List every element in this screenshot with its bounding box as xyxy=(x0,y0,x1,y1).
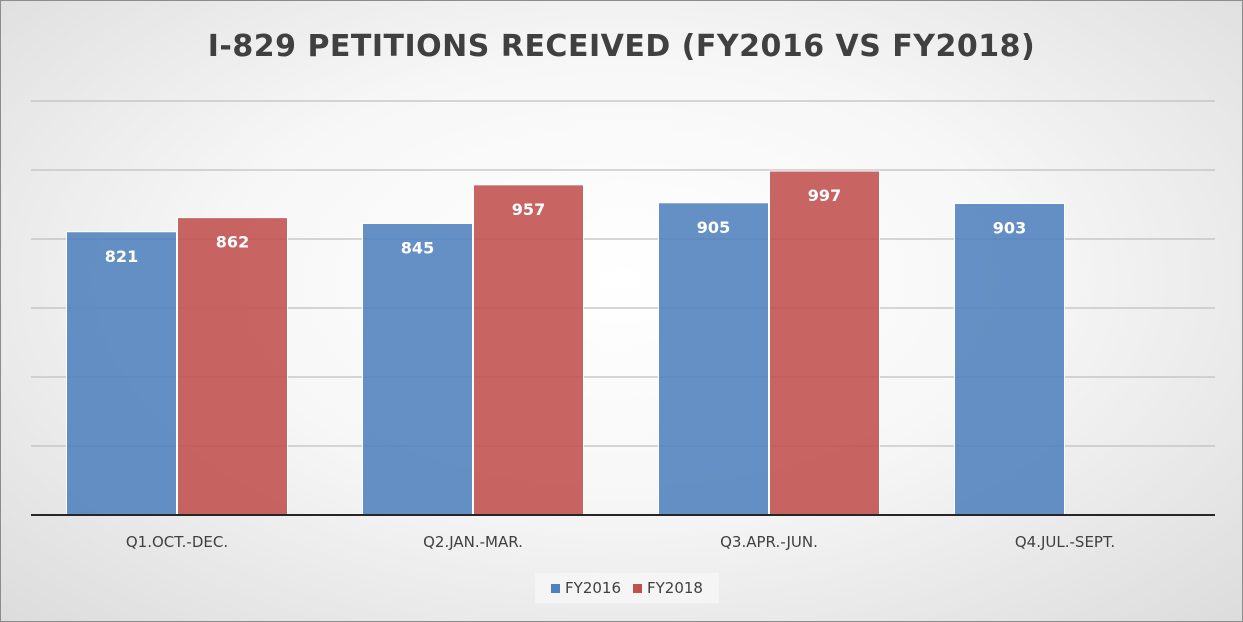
legend-label-fy2018: FY2018 xyxy=(647,579,703,597)
bar-fy2018-3 xyxy=(769,170,880,516)
bar-fy2016-1 xyxy=(66,231,177,516)
x-tick-label: Q4.JUL.-SEPT. xyxy=(1015,533,1115,551)
bar-fy2018-1 xyxy=(177,217,288,516)
data-label: 903 xyxy=(993,218,1026,237)
data-label: 957 xyxy=(512,200,545,219)
legend-item-fy2016: FY2016 xyxy=(551,579,621,597)
chart-title: I-829 PETITIONS RECEIVED (FY2016 VS FY20… xyxy=(207,29,1036,64)
bar-fy2016-4 xyxy=(954,202,1065,516)
data-label: 997 xyxy=(808,186,841,205)
bar-fy2018-2 xyxy=(473,184,584,516)
legend: FY2016 FY2018 xyxy=(535,573,719,603)
data-label: 845 xyxy=(401,238,434,257)
legend-swatch-fy2018 xyxy=(633,583,642,593)
x-tick-label: Q3.APR.-JUN. xyxy=(720,533,818,551)
legend-item-fy2018: FY2018 xyxy=(633,579,703,597)
bar-fy2016-3 xyxy=(658,202,769,516)
x-tick-label: Q2.JAN.-MAR. xyxy=(423,533,523,551)
data-label: 905 xyxy=(697,218,730,237)
data-label: 862 xyxy=(216,233,249,252)
legend-label-fy2016: FY2016 xyxy=(565,579,621,597)
x-tick-label: Q1.OCT.-DEC. xyxy=(126,533,228,551)
data-label: 821 xyxy=(105,247,138,266)
bar-fy2016-2 xyxy=(362,222,473,516)
legend-swatch-fy2016 xyxy=(551,583,561,593)
